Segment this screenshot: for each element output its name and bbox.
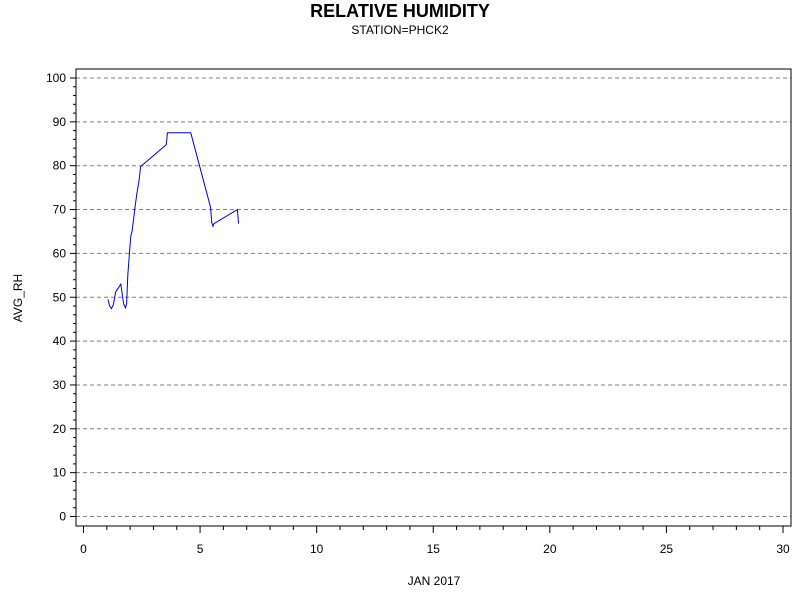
y-axis: 0 10 20 30 40 50 60 70 80 90 100: [46, 71, 76, 524]
x-axis: 0 5 10 15 20 25 30: [80, 526, 790, 556]
y-tick-label-40: 40: [53, 334, 67, 348]
y-tick-label-60: 60: [53, 246, 67, 260]
x-axis-label: JAN 2017: [408, 574, 461, 588]
x-tick-label-25: 25: [660, 542, 674, 556]
y-tick-label-30: 30: [53, 378, 67, 392]
y-tick-label-80: 80: [53, 159, 67, 173]
y-tick-label-100: 100: [46, 71, 66, 85]
x-tick-label-5: 5: [197, 542, 204, 556]
chart-title: RELATIVE HUMIDITY: [310, 1, 490, 21]
gridlines: [76, 77, 791, 517]
chart-subtitle: STATION=PHCK2: [351, 23, 449, 37]
series-group: [107, 132, 240, 310]
y-tick-label-90: 90: [53, 115, 67, 129]
series-line-0: [107, 132, 240, 310]
x-tick-label-15: 15: [427, 542, 441, 556]
x-tick-label-0: 0: [80, 542, 87, 556]
y-tick-label-20: 20: [53, 422, 67, 436]
y-tick-label-10: 10: [53, 466, 67, 480]
x-tick-label-10: 10: [310, 542, 324, 556]
y-tick-label-0: 0: [59, 510, 66, 524]
y-axis-label: AVG_RH: [11, 274, 25, 322]
y-tick-label-70: 70: [53, 203, 67, 217]
x-tick-label-30: 30: [776, 542, 790, 556]
x-tick-label-20: 20: [543, 542, 557, 556]
y-tick-label-50: 50: [53, 290, 67, 304]
